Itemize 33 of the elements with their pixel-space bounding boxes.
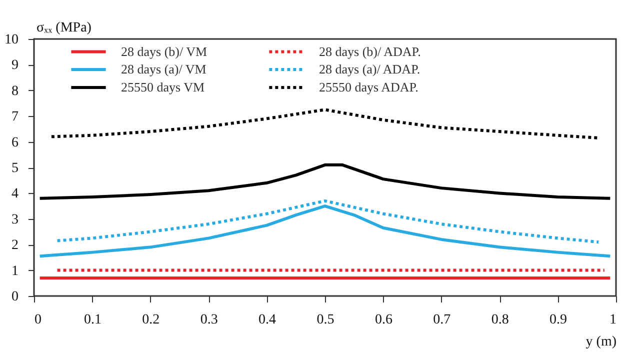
x-tick-label: 0.4: [258, 312, 276, 328]
x-tick-label: 0.9: [550, 312, 568, 328]
legend-label: 28 days (b)/ ADAP.: [319, 44, 421, 59]
x-tick-label: 0: [34, 312, 42, 328]
y-tick-label: 3: [12, 212, 18, 228]
y-tick-label: 7: [12, 110, 18, 125]
y-tick-label: 9: [12, 58, 18, 74]
x-tick-label: 0.8: [491, 312, 509, 328]
legend-label: 28 days (b)/ VM: [121, 44, 208, 59]
x-tick-label: 0.6: [374, 312, 392, 328]
x-tick-label: 0.3: [200, 312, 218, 328]
x-tick-label: 0.7: [433, 312, 451, 328]
y-tick-label: 4: [12, 186, 18, 202]
x-tick-label: 0.1: [84, 312, 102, 328]
y-axis-title: σₓₓ (MPa): [36, 20, 92, 36]
legend-label: 25550 days ADAP.: [319, 80, 418, 94]
y-tick-label: 5: [12, 161, 18, 176]
y-tick-label: 2: [12, 238, 18, 254]
x-tick-label: 0.5: [316, 312, 334, 328]
y-tick-label: 0: [12, 290, 18, 304]
x-tick-label: 1: [610, 312, 616, 328]
x-axis-title: y (m): [586, 334, 617, 350]
y-tick-label: 10: [4, 32, 18, 48]
y-tick-label: 8: [12, 84, 18, 99]
legend-label: 28 days (a)/ ADAP.: [319, 62, 420, 76]
line-series: [38, 204, 612, 258]
line-series: [38, 163, 612, 200]
legend-label: 28 days (a)/ VM: [121, 62, 207, 76]
y-tick-label: 6: [12, 135, 18, 150]
legend-label: 25550 days VM: [121, 80, 205, 94]
line-series: [56, 199, 600, 244]
x-tick-label: 0.2: [142, 312, 160, 328]
y-tick-label: 1: [12, 264, 18, 279]
